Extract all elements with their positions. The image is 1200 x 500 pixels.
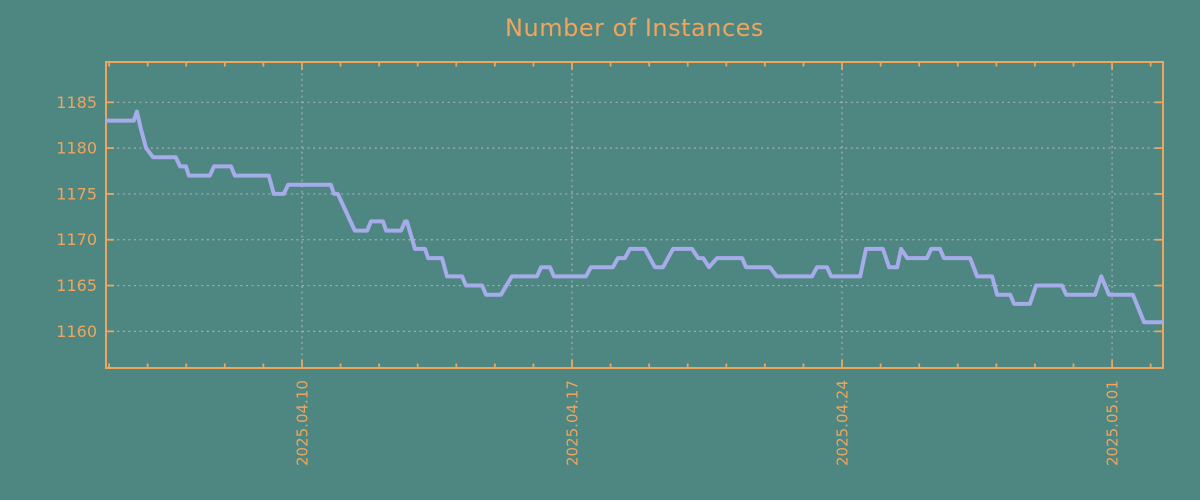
- series-line-instances: [106, 109, 1163, 325]
- y-tick-label: 1160: [56, 322, 97, 341]
- y-tick-label: 1185: [56, 93, 97, 112]
- x-tick-label: 2025.04.17: [564, 380, 582, 466]
- x-tick-label: 2025.05.01: [1104, 380, 1122, 466]
- y-tick-label: 1170: [56, 230, 97, 249]
- y-tick-label: 1165: [56, 276, 97, 295]
- plot-border: [105, 61, 1164, 369]
- x-tick-label: 2025.04.24: [834, 380, 852, 466]
- x-tick-label: 2025.04.10: [293, 380, 311, 466]
- y-tick-label: 1175: [56, 184, 97, 203]
- chart-title: Number of Instances: [505, 14, 764, 42]
- y-tick-label: 1180: [56, 139, 97, 158]
